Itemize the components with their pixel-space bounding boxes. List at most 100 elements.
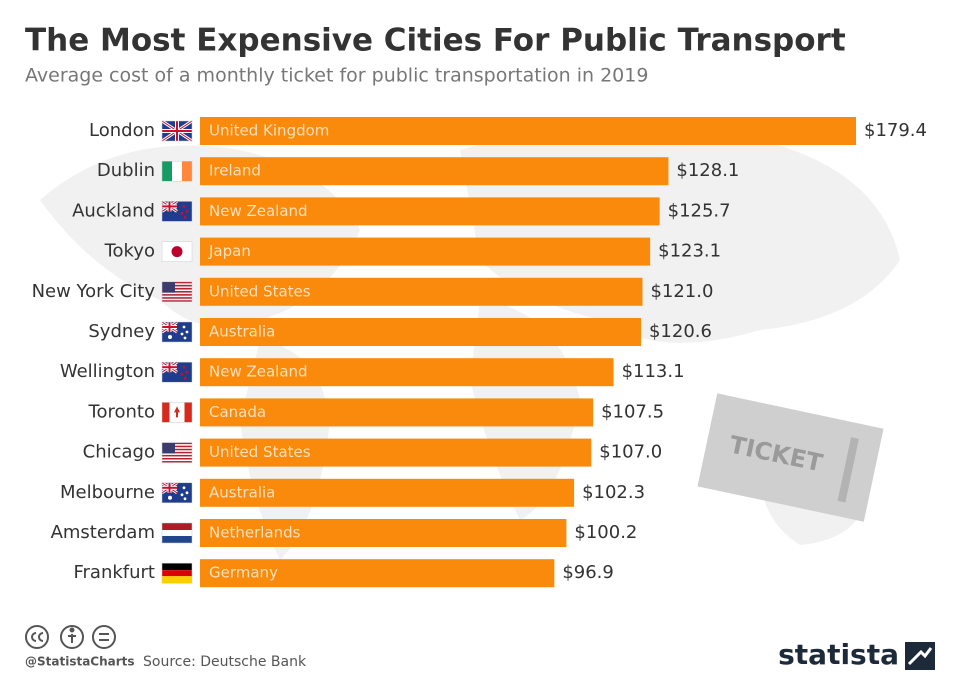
flag-part	[162, 366, 177, 369]
flag-border	[161, 442, 193, 463]
category-label: Wellington	[60, 361, 155, 382]
ticket	[697, 393, 884, 522]
flag-part	[162, 284, 192, 287]
bar	[200, 358, 614, 387]
nd-glyph	[99, 633, 109, 641]
value-label: $113.1	[622, 361, 685, 382]
flag-part	[162, 454, 192, 457]
flag-part	[185, 491, 189, 495]
ticket-illustration: TICKET	[697, 393, 884, 522]
category-label: Amsterdam	[51, 522, 155, 543]
footer-handle: @StatistaCharts	[25, 655, 135, 669]
flag-part	[183, 336, 187, 340]
flag-border	[161, 482, 193, 504]
flag-part	[162, 576, 192, 584]
bar-country-label: Canada	[209, 403, 266, 421]
flag-part	[182, 365, 186, 369]
flag-part	[162, 445, 192, 448]
bar-country-label: United States	[209, 282, 311, 300]
flag-part	[162, 442, 192, 445]
flag	[161, 360, 193, 383]
flag-part	[162, 448, 192, 451]
bar	[200, 559, 555, 588]
bar-country-label: Japan	[208, 242, 251, 260]
category-label: Auckland	[72, 200, 155, 221]
flag-part	[180, 493, 184, 497]
flag	[161, 522, 193, 544]
category-label: Dublin	[97, 160, 155, 181]
logo-square	[905, 642, 935, 670]
logo-mark	[905, 642, 935, 670]
flag-part	[182, 161, 192, 182]
cc-icon	[25, 625, 49, 649]
bar-country-label: Australia	[209, 323, 275, 341]
value-label: $123.1	[658, 241, 721, 262]
flag-part	[182, 486, 186, 490]
bar-country-label: New Zealand	[209, 363, 308, 381]
flag-part	[172, 161, 182, 182]
flag-part	[162, 297, 192, 299]
flag-border	[161, 281, 193, 303]
flag-part	[162, 442, 175, 454]
flag-part	[185, 370, 189, 374]
flag-border	[161, 160, 193, 182]
bar	[200, 277, 643, 306]
bar-country-label: New Zealand	[209, 202, 308, 220]
value-label: $107.5	[601, 401, 664, 422]
flag-part	[162, 530, 192, 536]
flag	[161, 562, 193, 584]
flag-part	[183, 497, 187, 501]
flag	[161, 481, 193, 504]
flag-part	[183, 216, 187, 219]
logo-text: statista	[778, 638, 899, 671]
category-label: New York City	[32, 281, 156, 302]
flag-part	[162, 161, 172, 182]
footer-source: Source: Deutsche Bank	[143, 654, 307, 670]
flag-part	[162, 291, 192, 293]
bar-country-label: United Kingdom	[209, 122, 329, 140]
flag-border	[161, 361, 193, 383]
flag-part	[162, 461, 192, 463]
flag-part	[180, 372, 184, 376]
bar	[200, 519, 567, 547]
flag-part	[162, 281, 175, 293]
flag-part	[174, 406, 180, 418]
flag-part	[162, 294, 192, 296]
flag	[161, 402, 193, 423]
bar	[200, 398, 594, 427]
category-label: Frankfurt	[73, 562, 155, 583]
flag-part	[180, 212, 184, 215]
bar-country-label: United States	[209, 443, 311, 461]
bar-country-label: Ireland	[209, 162, 261, 180]
flag-part	[171, 246, 183, 258]
flag	[161, 119, 193, 143]
flag	[161, 281, 193, 303]
flag-part	[162, 281, 192, 284]
bar	[200, 157, 669, 186]
flag	[161, 442, 193, 463]
value-label: $179.4	[864, 120, 927, 141]
flag	[161, 160, 193, 182]
flag-part	[182, 325, 186, 329]
logo-glyph	[907, 647, 933, 666]
by-icon	[60, 625, 84, 649]
bar-country-label: Australia	[209, 483, 275, 501]
cc-glyph	[31, 632, 44, 642]
by-glyph	[68, 634, 76, 643]
flag-border	[161, 120, 193, 142]
flag-part	[185, 330, 189, 334]
category-label: Melbourne	[60, 482, 155, 503]
flag-border	[161, 402, 193, 423]
value-label: $107.0	[599, 442, 662, 463]
flag-part	[162, 205, 177, 208]
flag-border	[161, 321, 193, 343]
category-label: Toronto	[88, 401, 155, 422]
value-label: $121.0	[650, 281, 713, 302]
chart-title: The Most Expensive Cities For Public Tra…	[25, 23, 846, 59]
flag-part	[162, 451, 192, 454]
flag-part	[162, 486, 177, 489]
flag-part	[162, 130, 192, 132]
flag	[161, 241, 193, 262]
category-label: Sydney	[88, 321, 155, 342]
flag-border	[161, 522, 193, 544]
